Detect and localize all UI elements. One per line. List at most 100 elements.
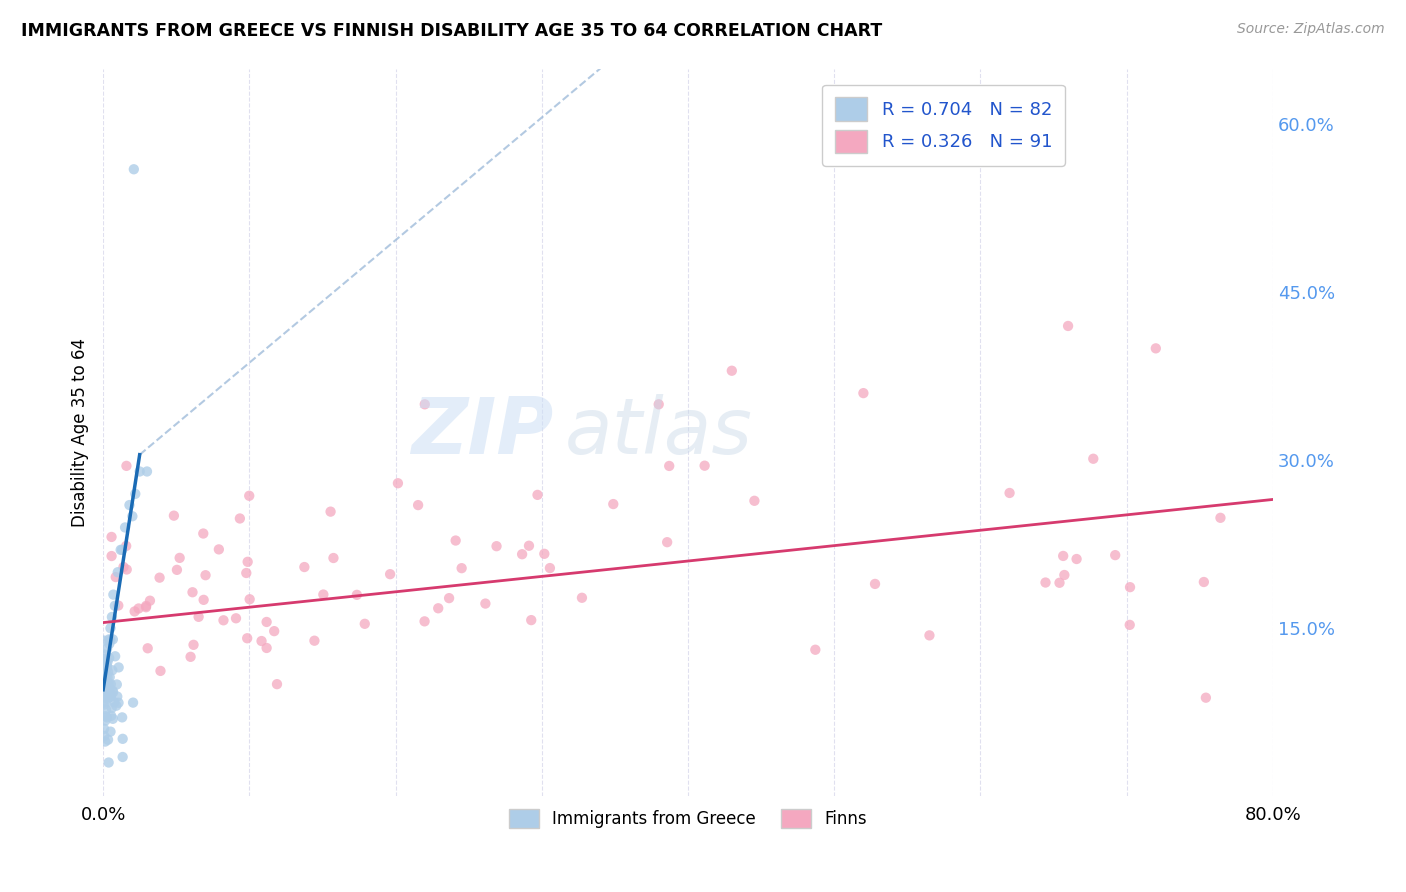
Point <box>96 679 118 693</box>
Point <box>139 593 162 607</box>
Point <box>100 689 122 703</box>
Point <box>1119 580 1142 594</box>
Point <box>229 511 252 525</box>
Point <box>96 661 118 675</box>
Point <box>193 592 215 607</box>
Point <box>225 611 247 625</box>
Point <box>115 539 138 553</box>
Point <box>266 677 288 691</box>
Point <box>444 533 467 548</box>
Point <box>104 599 127 613</box>
Point <box>96 641 118 656</box>
Point <box>804 642 827 657</box>
Point <box>107 566 129 580</box>
Point <box>1053 568 1076 582</box>
Point <box>115 458 138 473</box>
Point <box>236 632 259 646</box>
Point <box>163 508 186 523</box>
Point <box>104 649 127 664</box>
Point <box>135 600 157 615</box>
Point <box>93 698 115 712</box>
Point <box>517 539 540 553</box>
Point <box>183 638 205 652</box>
Point <box>413 397 436 411</box>
Point <box>1052 549 1074 563</box>
Point <box>111 710 134 724</box>
Point <box>239 592 262 607</box>
Point <box>510 547 533 561</box>
Point <box>104 570 127 584</box>
Point <box>110 542 132 557</box>
Point <box>437 591 460 606</box>
Point <box>194 568 217 582</box>
Point <box>115 562 138 576</box>
Point <box>1083 451 1105 466</box>
Point <box>263 624 285 639</box>
Point <box>450 561 472 575</box>
Point <box>149 664 172 678</box>
Point <box>1144 342 1167 356</box>
Point <box>118 498 141 512</box>
Point <box>533 547 555 561</box>
Point <box>124 604 146 618</box>
Point <box>94 734 117 748</box>
Text: IMMIGRANTS FROM GREECE VS FINNISH DISABILITY AGE 35 TO 64 CORRELATION CHART: IMMIGRANTS FROM GREECE VS FINNISH DISABI… <box>21 22 883 40</box>
Point <box>93 656 115 670</box>
Point <box>1119 618 1142 632</box>
Point <box>353 616 375 631</box>
Point <box>93 687 115 701</box>
Point <box>98 637 121 651</box>
Point <box>101 632 124 647</box>
Point <box>312 588 335 602</box>
Point <box>526 488 548 502</box>
Point <box>103 695 125 709</box>
Point <box>128 601 150 615</box>
Point <box>319 505 342 519</box>
Point <box>1104 548 1126 562</box>
Point <box>169 550 191 565</box>
Point <box>97 665 120 679</box>
Point <box>100 549 122 563</box>
Point <box>98 682 121 697</box>
Legend: Immigrants from Greece, Finns: Immigrants from Greece, Finns <box>502 803 873 835</box>
Point <box>96 674 118 689</box>
Point <box>103 588 125 602</box>
Point <box>124 487 146 501</box>
Point <box>93 729 115 743</box>
Point <box>1049 575 1071 590</box>
Point <box>863 577 886 591</box>
Point <box>474 597 496 611</box>
Point <box>193 526 215 541</box>
Point <box>918 628 941 642</box>
Point <box>98 670 121 684</box>
Point <box>97 756 120 770</box>
Point <box>101 712 124 726</box>
Point <box>1035 575 1057 590</box>
Point <box>485 539 508 553</box>
Point <box>387 476 409 491</box>
Point <box>93 689 115 703</box>
Text: Source: ZipAtlas.com: Source: ZipAtlas.com <box>1237 22 1385 37</box>
Point <box>121 509 143 524</box>
Point <box>96 670 118 684</box>
Point <box>96 688 118 702</box>
Point <box>98 632 121 647</box>
Point <box>250 634 273 648</box>
Point <box>1195 690 1218 705</box>
Point <box>107 599 129 613</box>
Point <box>93 648 115 662</box>
Point <box>101 663 124 677</box>
Point <box>100 621 122 635</box>
Point <box>97 680 120 694</box>
Point <box>93 696 115 710</box>
Point <box>97 732 120 747</box>
Point <box>136 465 159 479</box>
Point <box>107 696 129 710</box>
Point <box>94 714 117 728</box>
Point <box>101 685 124 699</box>
Point <box>406 498 429 512</box>
Point <box>571 591 593 605</box>
Point <box>720 364 742 378</box>
Point <box>98 690 121 705</box>
Point <box>1209 511 1232 525</box>
